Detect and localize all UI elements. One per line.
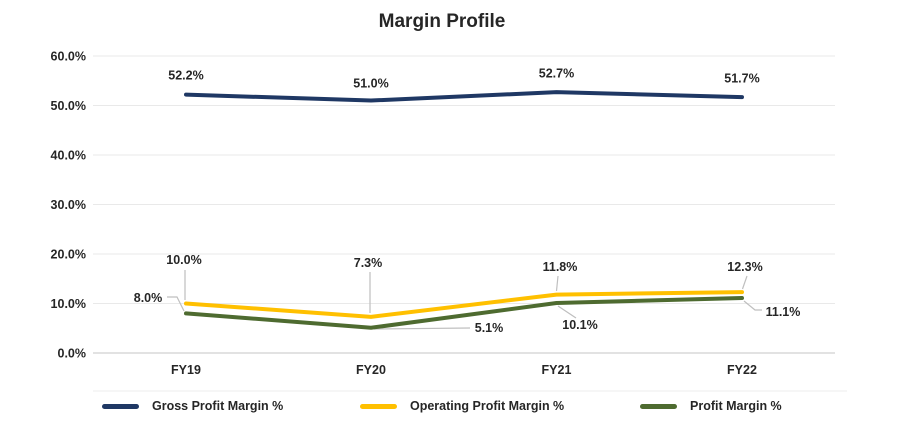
data-label-leader-line bbox=[741, 275, 748, 290]
data-label-leader-line bbox=[555, 275, 559, 292]
y-tick-label: 0.0% bbox=[58, 347, 87, 361]
data-label: 7.3% bbox=[354, 256, 383, 270]
data-label: 51.0% bbox=[353, 77, 388, 91]
data-label: 5.1% bbox=[475, 321, 504, 335]
legend-label: Gross Profit Margin % bbox=[152, 399, 284, 413]
series-line bbox=[184, 290, 744, 319]
operating-profit-margin-line-swatch-icon bbox=[360, 403, 397, 409]
y-tick-label: 30.0% bbox=[51, 198, 86, 212]
data-label: 51.7% bbox=[724, 72, 759, 86]
profit-margin-line-swatch-icon bbox=[640, 403, 677, 409]
chart-title: Margin Profile bbox=[378, 11, 506, 32]
data-label: 10.0% bbox=[166, 253, 201, 267]
data-label: 52.2% bbox=[168, 69, 203, 83]
data-label: 11.8% bbox=[543, 260, 578, 274]
data-label: 8.0% bbox=[134, 291, 163, 305]
y-tick-label: 20.0% bbox=[51, 248, 86, 262]
data-label-leader-line bbox=[557, 305, 577, 319]
data-label-leader-line bbox=[743, 300, 762, 311]
y-tick-label: 50.0% bbox=[51, 99, 86, 113]
legend-item-gross-profit-margin: Gross Profit Margin % bbox=[102, 396, 283, 416]
data-label: 12.3% bbox=[727, 260, 762, 274]
y-tick-label: 10.0% bbox=[51, 297, 86, 311]
legend: Gross Profit Margin % Operating Profit M… bbox=[0, 396, 919, 418]
series-line bbox=[184, 90, 744, 103]
y-tick-label: 60.0% bbox=[51, 50, 86, 64]
legend-label: Profit Margin % bbox=[690, 399, 782, 413]
legend-item-profit-margin: Profit Margin % bbox=[640, 396, 782, 416]
data-label: 52.7% bbox=[539, 67, 574, 81]
data-label-leader-line bbox=[167, 296, 185, 312]
x-category-label: FY21 bbox=[542, 363, 572, 377]
data-label: 10.1% bbox=[562, 318, 597, 332]
data-label-leader-line bbox=[373, 327, 471, 330]
gross-profit-margin-line-swatch-icon bbox=[102, 403, 139, 409]
x-category-label: FY20 bbox=[356, 363, 386, 377]
x-category-label: FY19 bbox=[171, 363, 201, 377]
x-category-label: FY22 bbox=[727, 363, 757, 377]
y-tick-label: 40.0% bbox=[51, 149, 86, 163]
data-label: 11.1% bbox=[766, 305, 801, 319]
series-line bbox=[184, 296, 744, 330]
legend-item-operating-profit-margin: Operating Profit Margin % bbox=[360, 396, 564, 416]
legend-label: Operating Profit Margin % bbox=[410, 399, 565, 413]
